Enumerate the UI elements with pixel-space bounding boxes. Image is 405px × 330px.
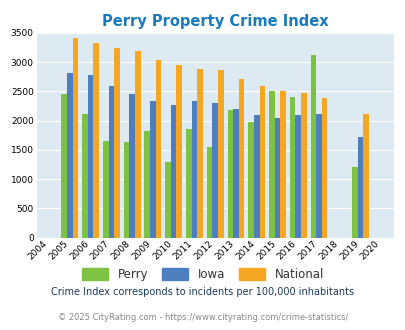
Bar [212, 103, 217, 238]
Bar [238, 79, 244, 238]
Bar [248, 122, 253, 238]
Bar [102, 141, 108, 238]
Bar [108, 85, 114, 238]
Bar [61, 94, 67, 238]
Bar [279, 91, 285, 238]
Bar [274, 118, 279, 238]
Bar [72, 38, 78, 238]
Bar [124, 142, 129, 238]
Text: © 2025 CityRating.com - https://www.cityrating.com/crime-statistics/: © 2025 CityRating.com - https://www.city… [58, 313, 347, 322]
Bar [232, 109, 238, 238]
Bar [150, 101, 155, 238]
Bar [206, 147, 212, 238]
Bar [144, 131, 150, 238]
Bar [191, 101, 197, 238]
Bar [82, 114, 87, 238]
Bar [269, 91, 274, 238]
Text: Crime Index corresponds to incidents per 100,000 inhabitants: Crime Index corresponds to incidents per… [51, 287, 354, 297]
Bar [93, 43, 99, 238]
Bar [362, 114, 368, 238]
Bar [310, 55, 315, 238]
Bar [295, 115, 301, 238]
Bar [357, 137, 362, 238]
Bar [155, 60, 161, 238]
Bar [301, 93, 306, 238]
Bar [87, 75, 93, 238]
Bar [129, 94, 134, 238]
Bar [315, 114, 321, 238]
Title: Perry Property Crime Index: Perry Property Crime Index [102, 14, 328, 29]
Bar [217, 70, 223, 238]
Bar [67, 73, 72, 238]
Bar [253, 115, 259, 238]
Bar [227, 110, 232, 238]
Bar [259, 86, 264, 238]
Bar [289, 97, 295, 238]
Bar [197, 69, 202, 238]
Bar [134, 51, 140, 238]
Bar [165, 162, 171, 238]
Bar [321, 98, 327, 238]
Legend: Perry, Iowa, National: Perry, Iowa, National [77, 263, 328, 286]
Bar [176, 65, 181, 238]
Bar [114, 48, 119, 238]
Bar [185, 129, 191, 238]
Bar [351, 167, 357, 238]
Bar [171, 106, 176, 238]
